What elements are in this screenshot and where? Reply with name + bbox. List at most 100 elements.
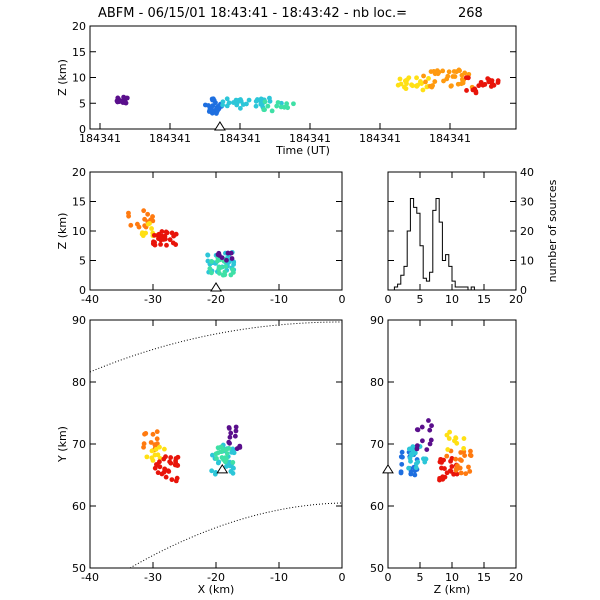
source-point [419, 438, 425, 444]
source-point [449, 83, 454, 89]
source-point [150, 457, 156, 463]
source-point [253, 103, 259, 109]
source-point [170, 240, 176, 246]
source-point [159, 236, 165, 242]
source-point [214, 456, 219, 461]
source-point [173, 456, 179, 461]
source-point [463, 471, 469, 477]
range-ring [89, 321, 343, 373]
source-point [206, 103, 211, 108]
source-point [169, 230, 175, 236]
y-axis-label: Z (km) [56, 59, 69, 96]
source-point [462, 70, 468, 76]
source-point [398, 470, 404, 476]
source-point [415, 459, 421, 465]
source-point [167, 237, 173, 243]
y-tick-label: 40 [520, 166, 534, 179]
source-point [232, 433, 238, 439]
source-point [424, 447, 430, 452]
figure-title: ABFM - 06/15/01 18:43:41 - 18:43:42 - nb… [98, 6, 407, 21]
x-tick-label: 20 [509, 293, 523, 306]
source-point [265, 103, 271, 109]
source-point [226, 100, 232, 106]
x-tick-label: -10 [270, 293, 288, 306]
source-point [142, 216, 148, 222]
y-tick-label: 80 [72, 376, 86, 389]
y-tick-label: 60 [370, 500, 384, 513]
y-tick-label: 70 [72, 438, 86, 451]
x-tick-label: 184341 [79, 132, 121, 145]
source-point [174, 475, 180, 481]
source-point [495, 78, 501, 84]
y-tick-label: 30 [520, 196, 534, 209]
source-point [468, 448, 473, 454]
source-point [447, 429, 453, 435]
source-point [152, 240, 157, 245]
source-point [209, 270, 214, 276]
source-point [157, 459, 162, 465]
y-tick-label: 50 [370, 562, 384, 575]
x-tick-label: 0 [385, 293, 392, 306]
source-point [436, 69, 442, 75]
station-marker [210, 282, 222, 292]
x-tick-label: 5 [417, 293, 424, 306]
source-point [399, 461, 405, 467]
source-point [145, 211, 151, 217]
source-point [141, 208, 147, 214]
y-tick-label: 0 [79, 123, 86, 136]
source-point [164, 230, 170, 236]
x-tick-label: 15 [477, 293, 491, 306]
source-point [445, 447, 451, 452]
source-point [449, 464, 455, 469]
source-point [226, 425, 232, 431]
time-height-panel: 184341 184341 184341 184341 184341 1843410510… [56, 20, 517, 157]
source-point [426, 75, 431, 81]
source-point [415, 82, 421, 88]
source-point [464, 88, 469, 93]
source-point [413, 465, 419, 471]
y-tick-label: 0 [79, 284, 86, 297]
station-marker [214, 121, 226, 131]
source-point [461, 445, 467, 451]
source-point [489, 81, 495, 87]
plot-frame [387, 319, 517, 569]
source-point [262, 99, 268, 105]
source-point [144, 454, 150, 460]
source-point [442, 466, 447, 471]
source-point [128, 222, 134, 228]
source-point [420, 87, 426, 93]
source-point [151, 232, 157, 238]
source-point [224, 257, 229, 263]
x-tick-label: 184341 [149, 132, 191, 145]
source-point [233, 428, 239, 434]
source-point [228, 430, 234, 436]
source-point [414, 75, 419, 81]
y-tick-label: 20 [520, 225, 534, 238]
source-point [409, 82, 414, 88]
source-point [453, 467, 459, 473]
source-point [215, 258, 220, 264]
source-point [267, 95, 272, 101]
source-point [226, 439, 232, 445]
histogram-bar [414, 207, 417, 290]
source-point [161, 469, 167, 475]
y-tick-label: 0 [520, 284, 527, 297]
source-point [124, 95, 130, 101]
source-point [228, 469, 234, 474]
source-point [423, 79, 428, 85]
y-tick-label: 10 [72, 72, 86, 85]
source-point [158, 242, 163, 247]
x-tick-label: -20 [207, 571, 225, 584]
source-point [429, 423, 434, 429]
source-point [219, 455, 225, 460]
source-point [453, 456, 459, 462]
source-point [141, 441, 147, 447]
x-axis-label: Time (UT) [275, 144, 330, 157]
station-marker [382, 463, 394, 474]
source-point [213, 106, 219, 112]
source-point [210, 103, 216, 109]
source-point [209, 107, 215, 113]
source-point [150, 431, 156, 437]
source-point [406, 465, 412, 471]
source-point [123, 100, 129, 106]
